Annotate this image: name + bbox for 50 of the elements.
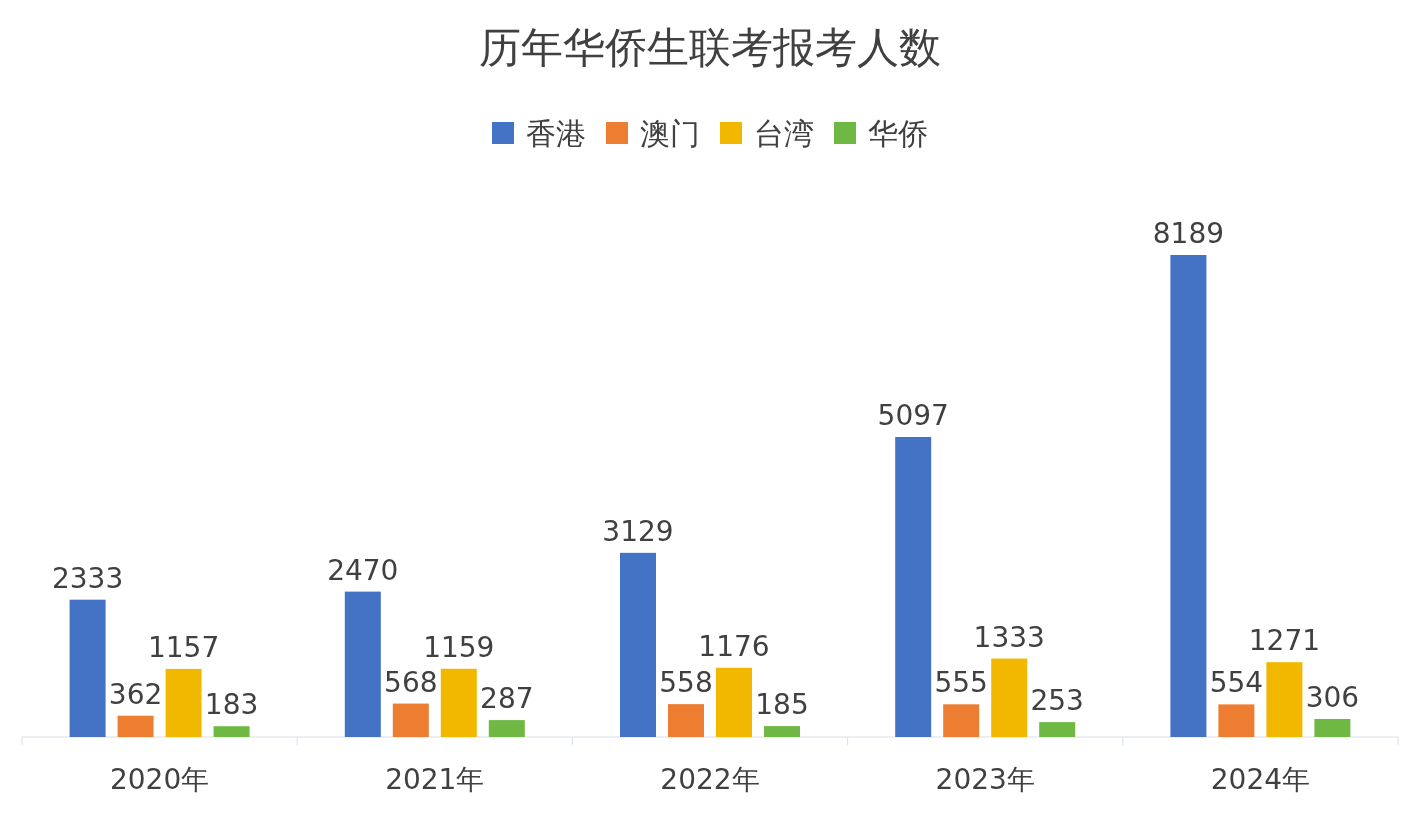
data-label: 555 <box>934 666 988 700</box>
bar <box>69 599 106 737</box>
data-label: 3129 <box>602 514 674 548</box>
bar <box>1039 722 1076 737</box>
data-label: 2333 <box>51 561 124 595</box>
data-label: 183 <box>204 688 259 722</box>
bar <box>117 715 154 737</box>
legend-label: 华侨 <box>868 116 928 151</box>
bar <box>1218 704 1255 737</box>
bar <box>1170 255 1207 737</box>
bar <box>991 658 1028 737</box>
legend-label: 台湾 <box>754 116 814 151</box>
bar <box>668 704 704 737</box>
chart-title: 历年华侨生联考报考人数 <box>479 23 941 72</box>
data-label: 306 <box>1305 680 1360 714</box>
x-tick-label: 2021年 <box>385 763 485 796</box>
legend-label: 香港 <box>526 116 586 151</box>
bar <box>895 436 932 737</box>
bar <box>943 704 980 737</box>
bar <box>716 667 752 737</box>
bar <box>764 726 800 737</box>
data-label: 568 <box>384 665 438 699</box>
data-label: 2470 <box>327 553 399 587</box>
bar <box>165 668 202 737</box>
data-label: 554 <box>1209 666 1264 700</box>
bar <box>488 720 525 737</box>
data-label: 1157 <box>147 630 220 664</box>
data-label: 1176 <box>698 629 770 663</box>
bar <box>440 668 477 737</box>
x-tick-label: 2022年 <box>660 763 760 796</box>
data-label: 5097 <box>877 398 949 432</box>
bar <box>1266 662 1303 737</box>
bar <box>213 726 250 737</box>
data-label: 558 <box>659 666 713 700</box>
data-label: 8189 <box>1152 217 1225 250</box>
legend-label: 澳门 <box>640 116 700 151</box>
x-tick-label: 2024年 <box>1210 763 1311 796</box>
data-label: 185 <box>755 688 809 722</box>
x-tick-label: 2023年 <box>935 763 1035 796</box>
data-label: 1159 <box>423 630 495 664</box>
data-label: 253 <box>1030 684 1084 718</box>
bar <box>1314 718 1351 737</box>
data-label: 287 <box>480 682 534 716</box>
bar <box>392 703 429 737</box>
data-label: 1271 <box>1248 624 1321 658</box>
bar <box>344 591 381 737</box>
data-label: 362 <box>108 677 163 711</box>
bar <box>620 552 656 737</box>
data-label: 1333 <box>973 620 1045 654</box>
x-tick-label: 2020年 <box>109 763 210 796</box>
